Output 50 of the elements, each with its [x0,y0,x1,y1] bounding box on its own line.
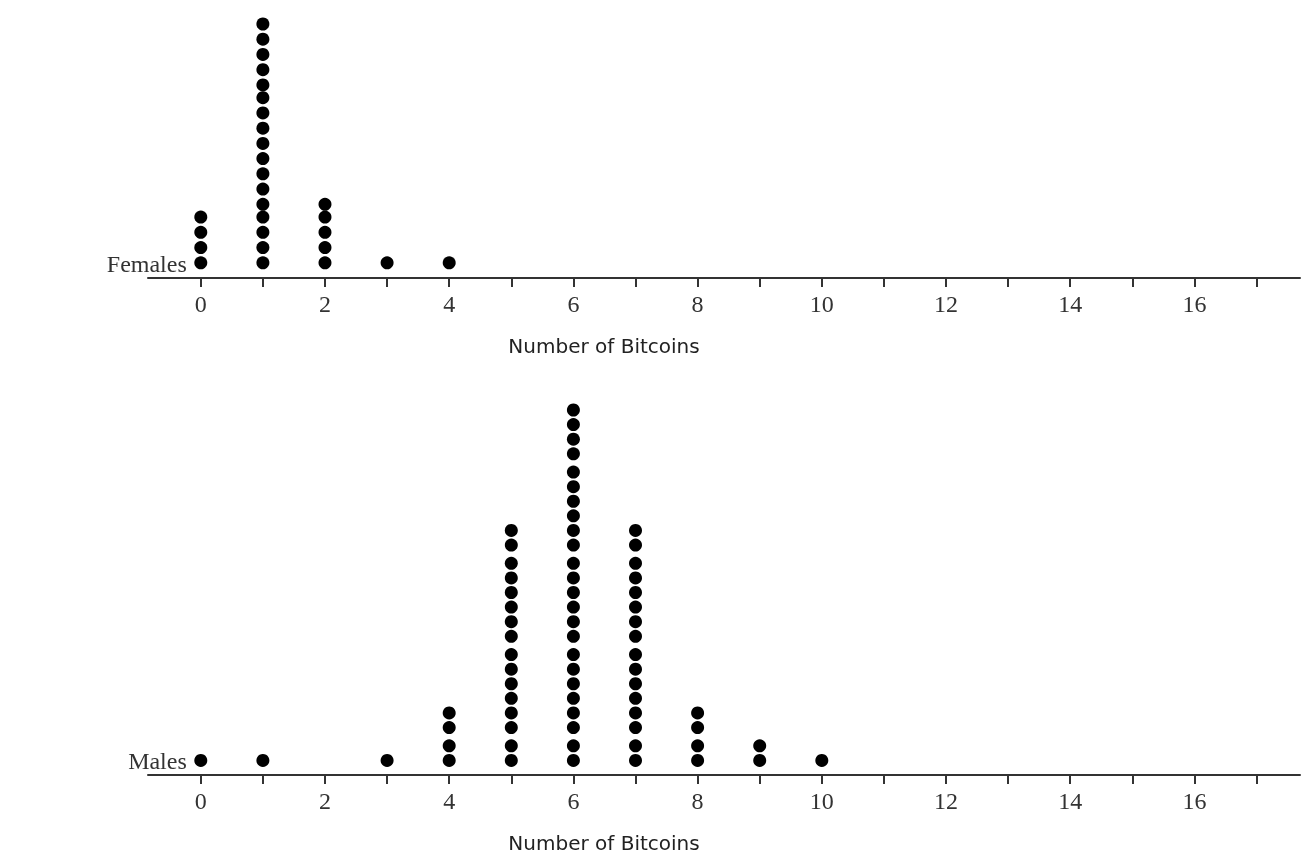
x-tick-label: 10 [809,788,834,814]
point [256,225,270,239]
point [318,225,332,239]
point [318,241,332,255]
point [256,197,270,211]
point [380,256,394,270]
x-tick-label: 16 [1182,788,1207,814]
point [318,256,332,270]
point [256,121,270,135]
point [318,197,332,211]
y-axis-title: Males [128,748,187,774]
x-tick-label: 12 [934,788,959,814]
x-tick-label: 12 [934,291,959,317]
x-tick-label: 4 [443,291,456,317]
point [194,256,208,270]
point [256,91,270,105]
point [256,182,270,196]
point [256,241,270,255]
x-tick-label: 6 [567,291,580,317]
point [256,63,270,77]
point [256,78,270,92]
x-axis-title: Number of Bitcoins [508,831,700,855]
point [442,256,456,270]
x-tick-label: 0 [194,788,207,814]
point [256,136,270,150]
x-tick-label: 2 [318,291,331,317]
x-tick-label: 0 [194,291,207,317]
point [256,167,270,181]
x-axis-title: Number of Bitcoins [508,334,700,358]
x-tick-label: 16 [1182,291,1207,317]
point [194,225,208,239]
x-tick-label: 4 [443,788,456,814]
point [256,32,270,46]
y-axis-title: Females [106,251,187,277]
point [194,241,208,255]
x-tick-label: 14 [1058,291,1083,317]
point [256,256,270,270]
x-tick-label: 6 [567,788,580,814]
x-tick-label: 8 [691,788,704,814]
x-tick-label: 8 [691,291,704,317]
point [256,106,270,120]
point [256,210,270,224]
point [194,210,208,224]
x-tick-label: 10 [809,291,834,317]
x-tick-label: 2 [318,788,331,814]
x-tick-label: 14 [1058,788,1083,814]
point [318,210,332,224]
point [256,47,270,61]
point [256,152,270,166]
point [256,17,270,31]
